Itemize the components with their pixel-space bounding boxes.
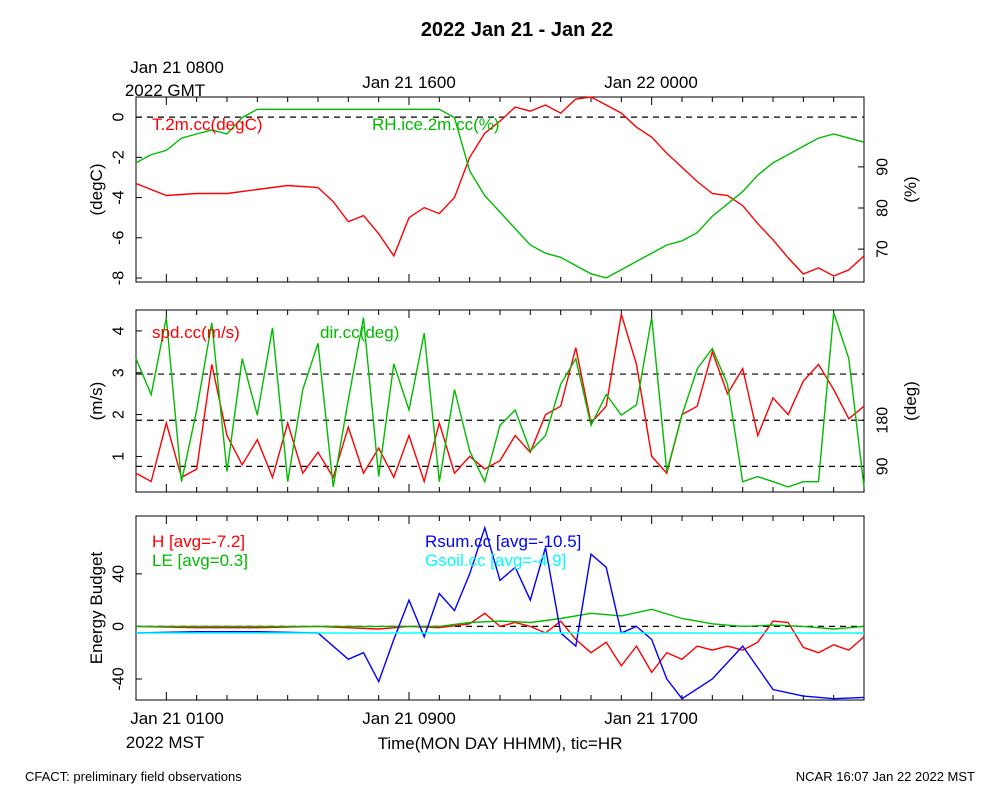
x-axis-label: Time(MON DAY HHMM), tic=HR bbox=[378, 734, 623, 753]
mst-label-2: Jan 21 1700 bbox=[604, 709, 698, 728]
gmt-label-0: Jan 21 0800 bbox=[130, 58, 224, 77]
panel-1-ytick-label-0: 1 bbox=[111, 452, 128, 461]
panel-1-rtick-label-0: 90 bbox=[875, 457, 892, 475]
panel-0-ytick-label-4: 0 bbox=[111, 113, 128, 122]
panel-2-ytick-label-0: -40 bbox=[111, 667, 128, 690]
panel-0-ytick-label-0: -8 bbox=[111, 271, 128, 285]
panel-1-frame bbox=[135, 309, 865, 493]
panel-2-legend-3: Gsoil.cc [avg=-4.9] bbox=[425, 551, 566, 570]
footer-right: NCAR 16:07 Jan 22 2022 MST bbox=[796, 769, 975, 784]
gmt-label-2: Jan 22 0000 bbox=[604, 73, 698, 92]
panel-1-ytick-label-2: 3 bbox=[111, 368, 128, 377]
panel-0-ylabel-left: (degC) bbox=[87, 164, 106, 216]
panel-1-ylabel-left: (m/s) bbox=[87, 382, 106, 421]
panel-2-ylabel-left: Energy Budget bbox=[87, 551, 106, 664]
panel-0-ytick-label-3: -2 bbox=[111, 150, 128, 164]
panel-0-rtick-label-0: 70 bbox=[875, 240, 892, 258]
chart-title: 2022 Jan 21 - Jan 22 bbox=[421, 19, 613, 41]
panel-2-series-1-line bbox=[136, 608, 865, 630]
panel-2-ytick-label-2: 40 bbox=[111, 565, 128, 583]
panel-0-ytick-label-2: -4 bbox=[111, 190, 128, 204]
panel-1-ytick-label-3: 4 bbox=[111, 326, 128, 335]
panel-0-series-0-line bbox=[135, 96, 865, 277]
panel-0-legend-0: T.2m.cc(degC) bbox=[152, 115, 263, 134]
panel-1-series-0-line bbox=[135, 313, 865, 484]
panel-1-ytick-label-1: 2 bbox=[111, 410, 128, 419]
panel-1-legend-1: dir.cc(deg) bbox=[320, 323, 399, 342]
panel-0-ytick-label-1: -6 bbox=[111, 231, 128, 245]
panel-0-legend-1: RH.ice.2m.cc(%) bbox=[372, 115, 500, 134]
panel-1-legend-0: spd.cc(m/s) bbox=[152, 323, 240, 342]
panel-1-ylabel-right: (deg) bbox=[901, 381, 920, 421]
panel-2-series-2-line bbox=[135, 525, 865, 700]
gmt-label-1: Jan 21 1600 bbox=[362, 73, 456, 92]
gmt-year-label: 2022 GMT bbox=[125, 81, 205, 100]
panel-0-rtick-label-1: 80 bbox=[875, 199, 892, 217]
panel-0-rtick-label-2: 90 bbox=[875, 158, 892, 176]
footer-left: CFACT: preliminary field observations bbox=[25, 769, 242, 784]
panel-0-ylabel-right: (%) bbox=[901, 176, 920, 202]
panel-2-legend-1: LE [avg=0.3] bbox=[152, 551, 248, 570]
mst-label-0: Jan 21 0100 bbox=[130, 709, 224, 728]
mst-label-1: Jan 21 0900 bbox=[362, 709, 456, 728]
mst-year-label: 2022 MST bbox=[126, 733, 204, 752]
panel-2-legend-0: H [avg=-7.2] bbox=[152, 532, 245, 551]
panel-1-rtick-label-1: 180 bbox=[875, 407, 892, 434]
panel-2-legend-2: Rsum.cc [avg=-10.5] bbox=[425, 532, 581, 551]
panel-2-ytick-label-1: 0 bbox=[111, 622, 128, 631]
panel-1-series-1-line bbox=[135, 312, 865, 488]
panel-0-series-1-line bbox=[135, 108, 865, 279]
